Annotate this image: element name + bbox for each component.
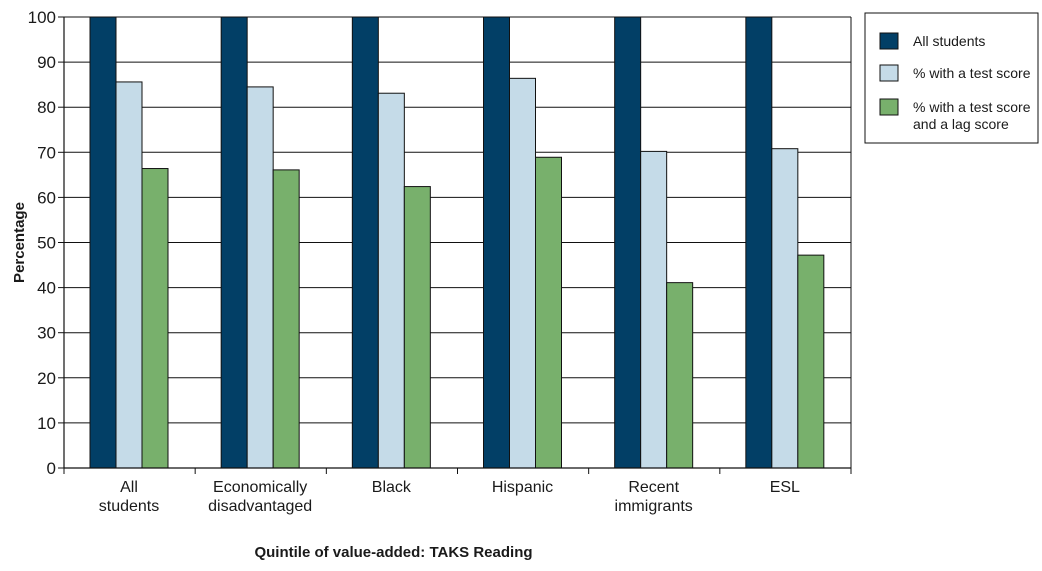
y-tick-label: 50	[37, 234, 56, 253]
y-tick-label: 90	[37, 53, 56, 72]
gridlines	[64, 16, 851, 469]
x-category-label: Recent immigrants	[615, 479, 693, 515]
bar	[614, 16, 642, 469]
legend-swatch	[879, 98, 899, 116]
bar	[272, 169, 300, 469]
x-category-label: ESL	[770, 479, 800, 496]
y-tick-label: 100	[28, 8, 56, 27]
y-tick-label: 10	[37, 414, 56, 433]
legend-label: % with a test score	[913, 65, 1031, 81]
legend-label: All students	[913, 33, 985, 49]
bars	[89, 16, 825, 469]
y-tick-label: 40	[37, 279, 56, 298]
y-tick-label: 80	[37, 98, 56, 117]
axes	[58, 16, 852, 474]
bar	[377, 92, 405, 469]
y-tick-label: 0	[47, 459, 56, 478]
x-category-label: Hispanic	[492, 479, 553, 496]
x-axis-title: Quintile of value-added: TAKS Reading	[254, 544, 532, 561]
bar	[535, 156, 562, 469]
bar	[797, 254, 825, 469]
bar	[640, 150, 668, 469]
bar	[115, 81, 143, 469]
legend-label: % with a test score and a lag score	[913, 99, 1031, 132]
x-category-label: All students	[99, 479, 159, 515]
y-tick-label: 70	[37, 143, 56, 162]
labels: 0 10 20 30 40 50 60 70 80 90 100 All students Economi…	[11, 8, 800, 561]
y-tick-label: 20	[37, 369, 56, 388]
y-tick-label: 30	[37, 324, 56, 343]
bar	[483, 16, 510, 469]
bar	[246, 86, 274, 469]
x-category-label: Economically disadvantaged	[208, 479, 312, 515]
bar	[220, 16, 248, 469]
x-category-label: Black	[372, 479, 412, 496]
bar	[141, 168, 169, 469]
legend: All students % with a test score % with a …	[864, 12, 1039, 144]
y-axis-title: Percentage	[11, 202, 28, 283]
bar	[745, 16, 773, 469]
bar	[666, 282, 694, 469]
y-tick-label: 60	[37, 188, 56, 207]
legend-swatch	[879, 64, 899, 82]
bar	[771, 148, 799, 469]
bar	[403, 186, 431, 469]
bar	[351, 16, 379, 469]
bar	[509, 77, 536, 469]
legend-swatch	[879, 32, 899, 50]
bar	[89, 16, 117, 469]
